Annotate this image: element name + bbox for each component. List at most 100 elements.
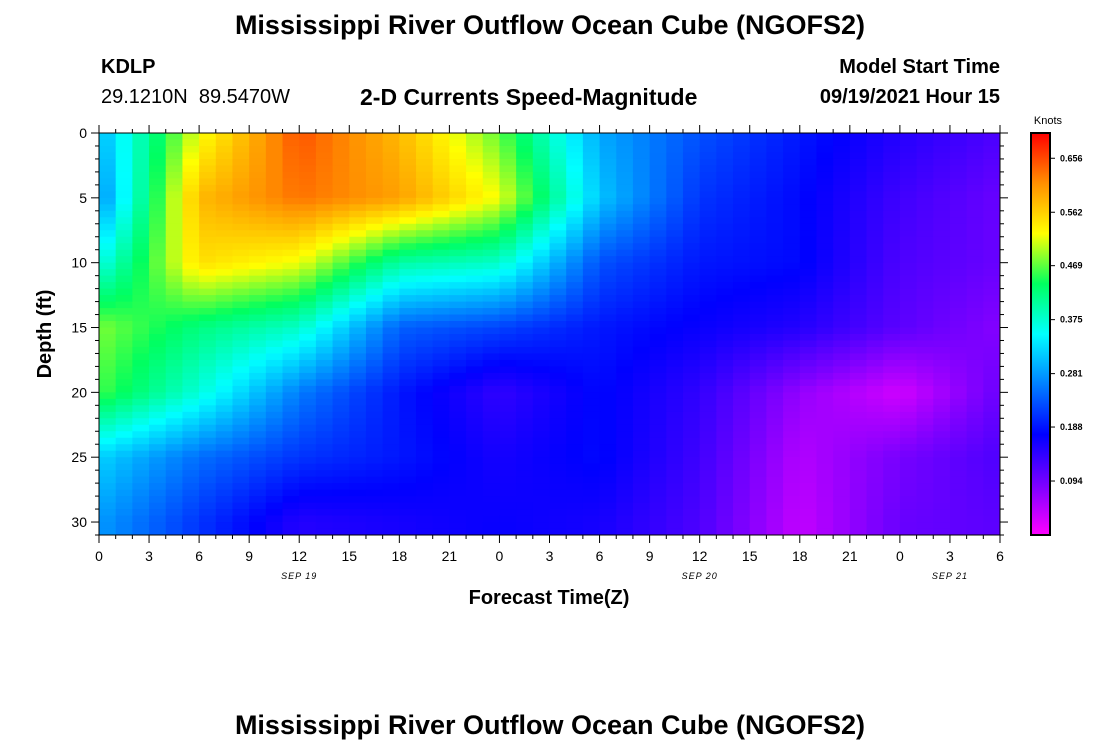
heatmap-cell bbox=[165, 197, 184, 205]
heatmap-cell bbox=[566, 463, 584, 471]
heatmap-cell bbox=[599, 288, 617, 296]
heatmap-cell bbox=[382, 431, 400, 439]
heatmap-cell bbox=[766, 178, 784, 186]
heatmap-cell bbox=[816, 366, 834, 374]
heatmap-cell bbox=[816, 301, 834, 309]
heatmap-cell bbox=[449, 405, 467, 413]
heatmap-cell bbox=[149, 158, 167, 167]
heatmap-cell bbox=[349, 288, 367, 296]
heatmap-cell bbox=[649, 334, 667, 342]
heatmap-cell bbox=[282, 145, 300, 154]
heatmap-cell bbox=[466, 204, 484, 212]
heatmap-cell bbox=[149, 392, 167, 400]
heatmap-cell bbox=[132, 450, 150, 458]
heatmap-cell bbox=[516, 437, 534, 445]
heatmap-cell bbox=[249, 236, 267, 244]
heatmap-cell bbox=[799, 444, 818, 452]
heatmap-cell bbox=[783, 145, 801, 154]
heatmap-cell bbox=[866, 178, 884, 186]
heatmap-cell bbox=[165, 515, 184, 523]
heatmap-cell bbox=[265, 236, 284, 244]
heatmap-cell bbox=[983, 269, 1000, 277]
heatmap-cell bbox=[365, 139, 384, 147]
heatmap-cell bbox=[582, 522, 601, 530]
heatmap-cell bbox=[649, 133, 667, 141]
heatmap-cell bbox=[165, 424, 184, 432]
heatmap-cell bbox=[399, 405, 417, 413]
heatmap-cell bbox=[482, 269, 501, 277]
heatmap-cell bbox=[115, 197, 133, 205]
heatmap-cell bbox=[349, 165, 367, 173]
heatmap-cell bbox=[966, 178, 984, 186]
heatmap-cell bbox=[783, 379, 801, 387]
heatmap-cell bbox=[99, 372, 117, 380]
heatmap-cell bbox=[682, 217, 701, 225]
heatmap-cell bbox=[582, 509, 601, 517]
heatmap-cell bbox=[299, 327, 317, 335]
heatmap-cell bbox=[682, 515, 701, 523]
heatmap-cell bbox=[199, 191, 217, 199]
heatmap-cell bbox=[399, 528, 417, 535]
heatmap-cell bbox=[566, 269, 584, 277]
heatmap-cell bbox=[899, 418, 918, 426]
heatmap-cell bbox=[582, 379, 601, 387]
heatmap-cell bbox=[299, 385, 317, 393]
heatmap-cell bbox=[365, 353, 384, 361]
heatmap-cell bbox=[332, 133, 350, 141]
heatmap-cell bbox=[682, 346, 701, 355]
heatmap-cell bbox=[866, 288, 884, 296]
heatmap-cell bbox=[215, 314, 234, 322]
heatmap-cell bbox=[215, 476, 234, 484]
heatmap-cell bbox=[466, 223, 484, 231]
heatmap-cell bbox=[315, 476, 334, 484]
heatmap-cell bbox=[99, 496, 117, 504]
heatmap-cell bbox=[582, 236, 601, 244]
heatmap-cell bbox=[666, 275, 684, 283]
heatmap-cell bbox=[532, 470, 551, 478]
heatmap-cell bbox=[783, 463, 801, 471]
heatmap-cell bbox=[332, 398, 350, 406]
heatmap-cell bbox=[582, 372, 601, 380]
heatmap-cell bbox=[182, 372, 200, 380]
heatmap-cell bbox=[766, 314, 784, 322]
heatmap-cell bbox=[249, 334, 267, 342]
heatmap-cell bbox=[599, 152, 617, 160]
heatmap-cell bbox=[582, 327, 601, 335]
heatmap-cell bbox=[265, 528, 284, 535]
heatmap-cell bbox=[883, 275, 901, 283]
heatmap-cell bbox=[966, 165, 984, 173]
heatmap-cell bbox=[249, 223, 267, 231]
heatmap-cell bbox=[282, 483, 300, 491]
x-tick-label: 3 bbox=[145, 548, 153, 564]
heatmap-cell bbox=[933, 405, 951, 413]
heatmap-cell bbox=[299, 308, 317, 316]
heatmap-cell bbox=[682, 405, 701, 413]
heatmap-cell bbox=[115, 379, 133, 387]
heatmap-cell bbox=[282, 366, 300, 374]
heatmap-cell bbox=[916, 165, 934, 173]
heatmap-cell bbox=[215, 327, 234, 335]
heatmap-cell bbox=[382, 301, 400, 309]
heatmap-cell bbox=[983, 476, 1000, 484]
heatmap-cell bbox=[833, 398, 851, 406]
heatmap-cell bbox=[866, 411, 884, 419]
heatmap-cell bbox=[265, 489, 284, 497]
heatmap-cell bbox=[766, 184, 784, 192]
heatmap-cell bbox=[449, 372, 467, 380]
heatmap-cell bbox=[232, 353, 250, 361]
heatmap-cell bbox=[816, 359, 834, 368]
heatmap-cell bbox=[699, 301, 717, 309]
heatmap-cell bbox=[716, 398, 734, 406]
heatmap-cell bbox=[649, 385, 667, 393]
heatmap-cell bbox=[816, 346, 834, 355]
heatmap-cell bbox=[516, 223, 534, 231]
heatmap-cell bbox=[365, 483, 384, 491]
heatmap-cell bbox=[766, 502, 784, 510]
heatmap-cell bbox=[682, 223, 701, 231]
heatmap-cell bbox=[799, 178, 818, 186]
heatmap-cell bbox=[282, 262, 300, 270]
heatmap-cell bbox=[99, 178, 117, 186]
heatmap-cell bbox=[365, 275, 384, 283]
heatmap-cell bbox=[199, 450, 217, 458]
heatmap-cell bbox=[516, 139, 534, 147]
